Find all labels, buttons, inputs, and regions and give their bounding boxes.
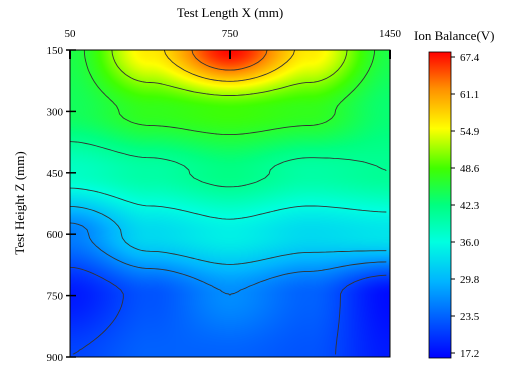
colorbar-tick-label-2: 54.9 xyxy=(460,126,480,138)
y-tick-label-5: 900 xyxy=(47,352,64,364)
heatmap-surface xyxy=(70,50,390,357)
contour-line-1 xyxy=(70,222,387,296)
colorbar-tick-label-6: 29.8 xyxy=(460,274,480,286)
colorbar-tick-label-5: 36.0 xyxy=(460,237,480,249)
colorbar-tick-label-4: 42.3 xyxy=(460,200,480,212)
colorbar-tick-label-1: 61.1 xyxy=(460,89,479,101)
x-tick-label-0: 50 xyxy=(65,28,77,40)
y-tick-label-4: 750 xyxy=(47,291,64,303)
contour-line-5 xyxy=(83,50,376,136)
y-tick-label-0: 150 xyxy=(47,45,64,57)
colorbar-tick-label-8: 17.2 xyxy=(460,348,479,360)
colorbar-ticks: 67.4 61.1 54.9 48.6 42.3 36.0 29.8 23.5 17.2 xyxy=(451,52,480,360)
contour-line-4 xyxy=(70,141,387,188)
colorbar-tick-label-7: 23.5 xyxy=(460,311,480,323)
y-axis: 150 300 450 600 750 900 xyxy=(47,45,76,364)
contour-line-8 xyxy=(191,50,268,71)
contour-lines xyxy=(70,50,387,355)
contour-line-2 xyxy=(70,205,387,265)
colorbar-title: Ion Balance(V) xyxy=(414,28,495,43)
colorbar-tick-label-0: 67.4 xyxy=(460,52,480,64)
x-tick-label-2: 1450 xyxy=(379,28,402,40)
contour-line-6 xyxy=(111,50,348,96)
colorbar-tick-label-3: 48.6 xyxy=(460,163,480,175)
x-tick-label-1: 750 xyxy=(222,28,239,40)
contour-line-3 xyxy=(70,187,387,220)
contour-line-7 xyxy=(163,50,296,82)
x-axis-title: Test Length X (mm) xyxy=(177,5,283,20)
heatmap-image xyxy=(70,50,390,357)
y-axis-title: Test Height Z (mm) xyxy=(12,151,27,254)
x-axis: 50 750 1450 xyxy=(65,28,402,59)
y-tick-label-1: 300 xyxy=(47,106,64,118)
y-tick-label-2: 450 xyxy=(47,168,64,180)
y-tick-label-3: 600 xyxy=(47,229,64,241)
colorbar-gradient xyxy=(428,51,452,359)
contour-line-0 xyxy=(70,266,387,355)
